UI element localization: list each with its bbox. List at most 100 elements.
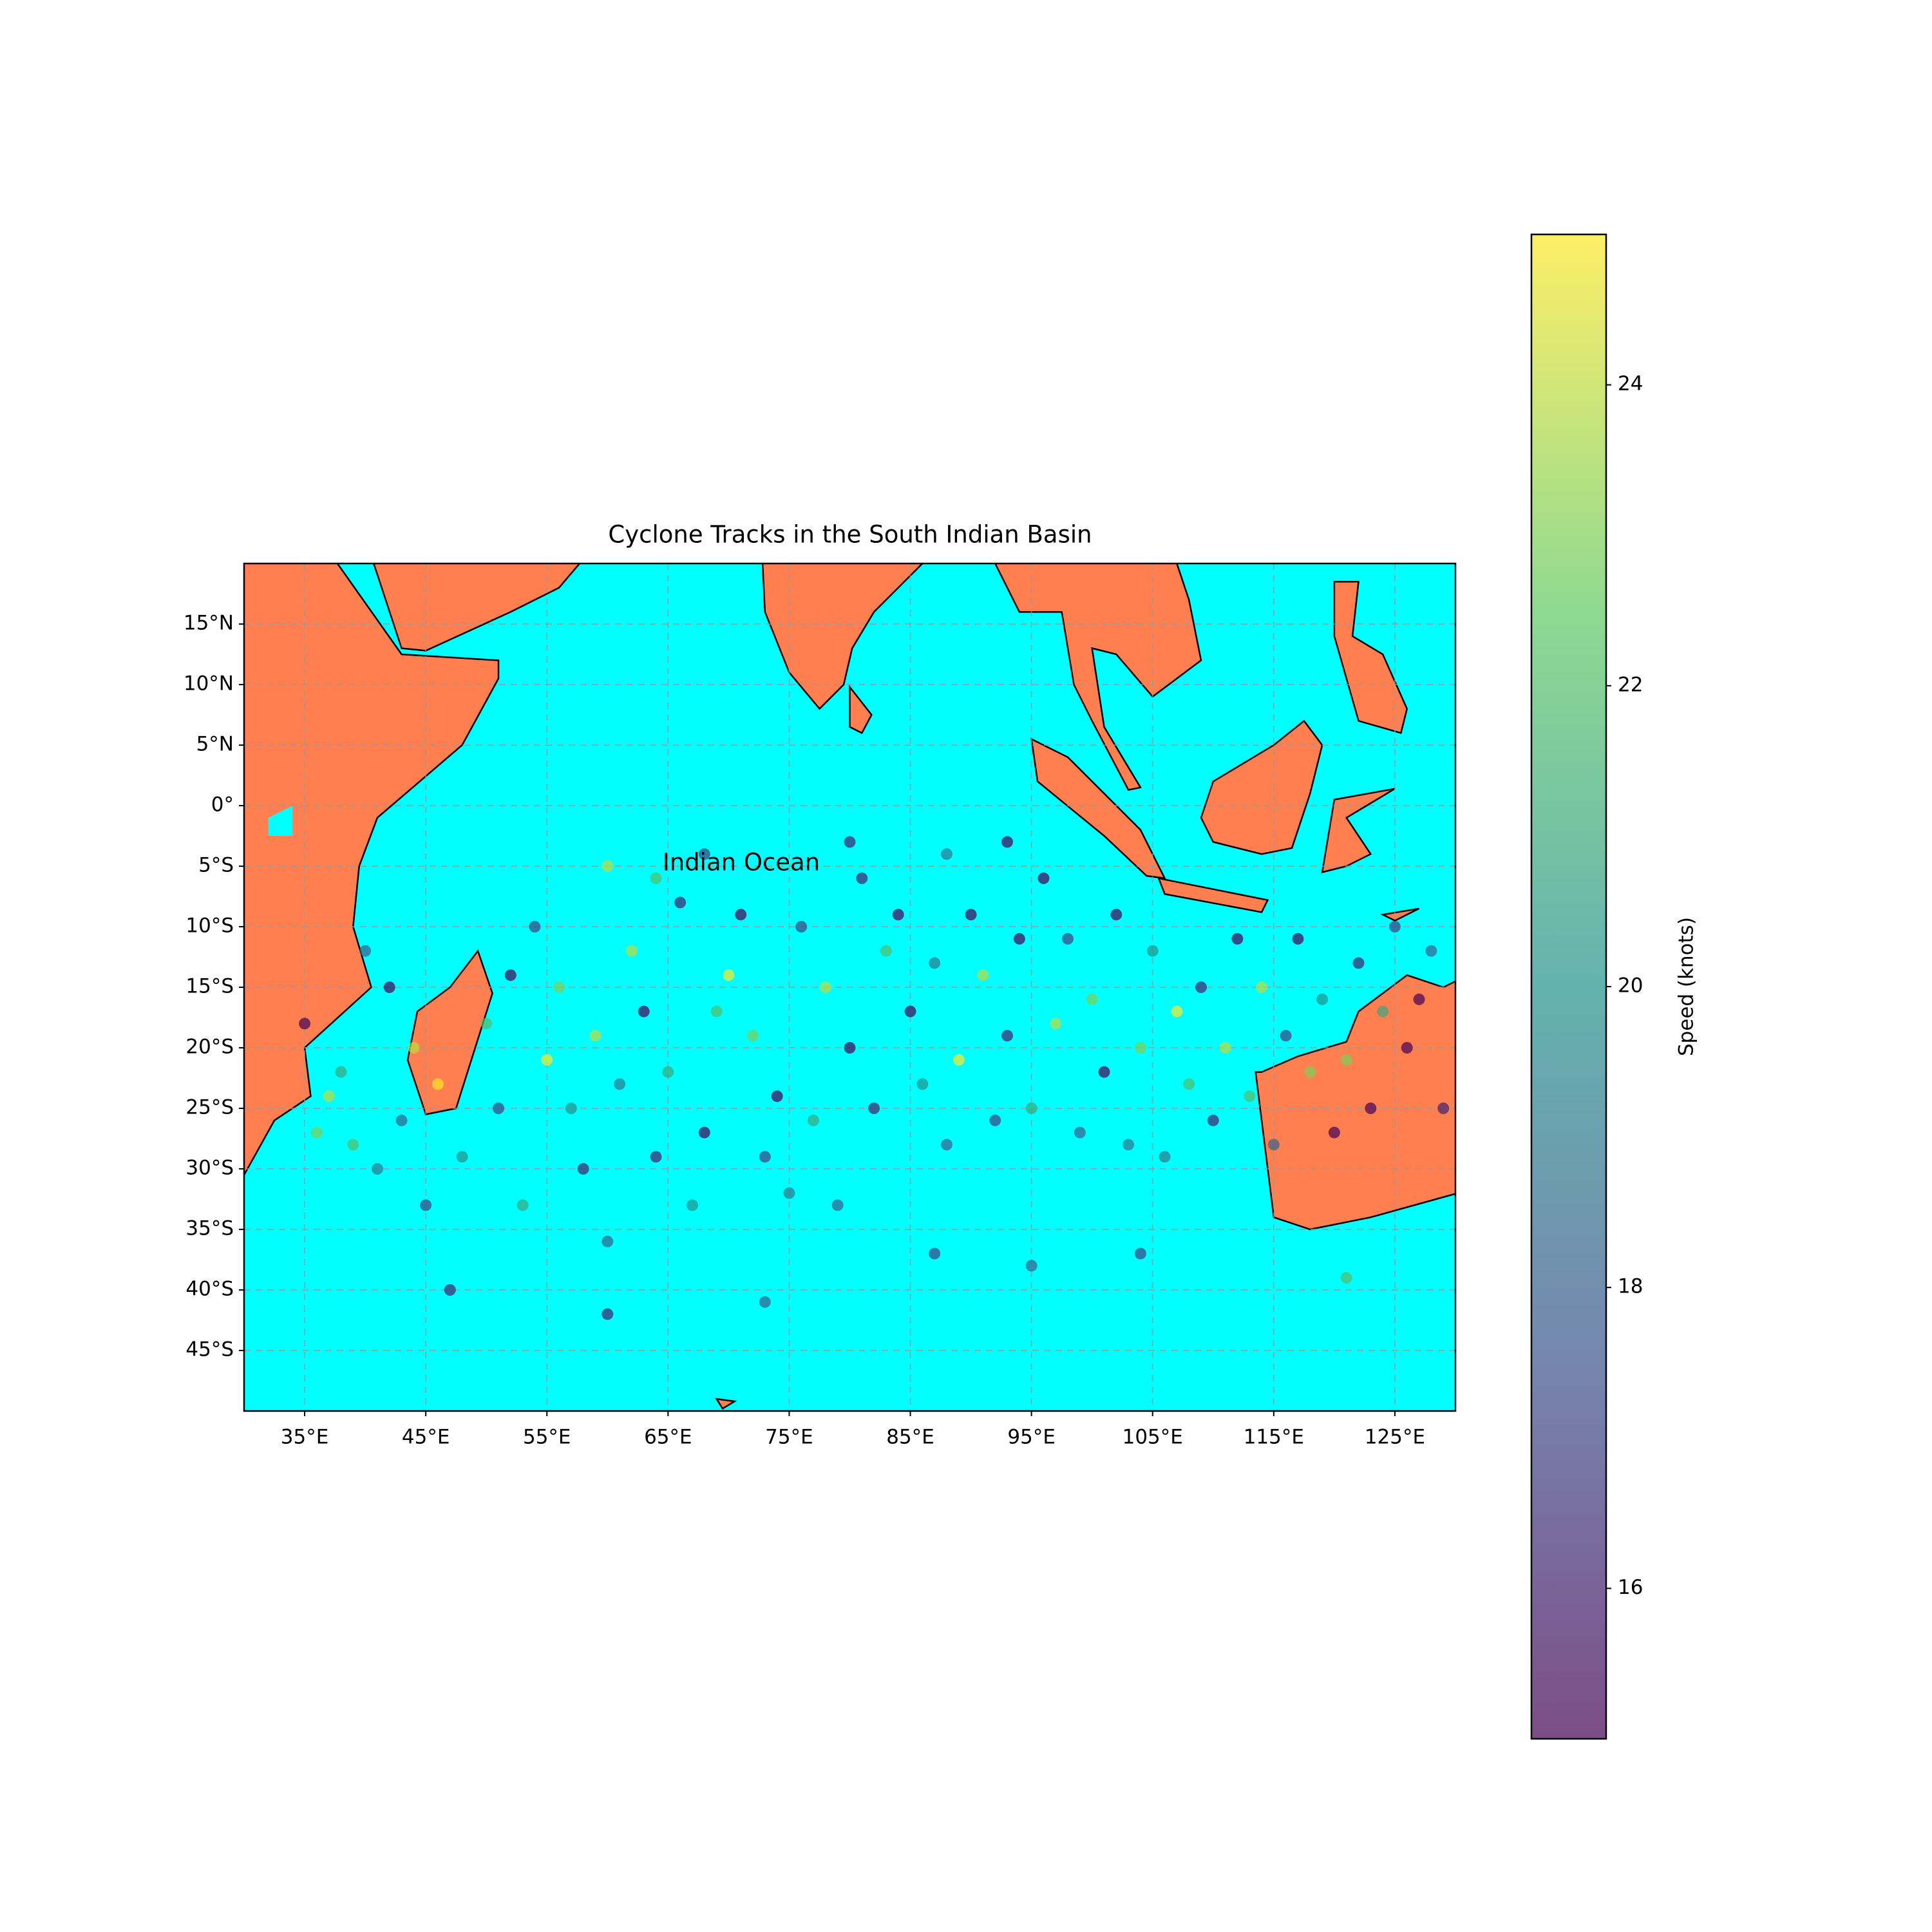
track-point (1110, 909, 1122, 921)
timor (1383, 909, 1419, 921)
track-point (650, 872, 662, 884)
track-point (1219, 1042, 1231, 1054)
track-point (916, 1078, 929, 1090)
x-tick-label: 105°E (1122, 1426, 1183, 1449)
track-point (1244, 1090, 1256, 1103)
track-point (868, 1103, 880, 1114)
track-point (1425, 945, 1437, 957)
track-point (844, 1042, 856, 1054)
track-point (952, 1054, 965, 1066)
y-tick-label: 15°S (185, 975, 234, 998)
track-point (431, 1078, 444, 1090)
y-tick-label: 30°S (185, 1157, 234, 1180)
y-tick-label: 20°S (185, 1036, 234, 1059)
track-point (1280, 1030, 1292, 1042)
track-point (1304, 1066, 1316, 1078)
track-point (1340, 1272, 1352, 1284)
madagascar (408, 951, 493, 1115)
y-tick-label: 45°S (185, 1338, 234, 1361)
track-point (929, 957, 941, 969)
track-point (553, 981, 565, 993)
track-point (456, 1151, 468, 1163)
y-tick-label: 15°N (184, 612, 234, 635)
track-point (808, 1114, 820, 1126)
track-point (1437, 1103, 1450, 1114)
track-point (299, 1018, 311, 1030)
track-point (1146, 945, 1159, 957)
track-point (444, 1284, 456, 1296)
track-point (783, 1187, 795, 1199)
borneo (1201, 721, 1322, 854)
track-point (929, 1247, 941, 1260)
colorbar-tick-label: 24 (1618, 372, 1643, 395)
sri-lanka (850, 687, 872, 733)
track-point (892, 909, 904, 921)
track-point (1025, 1103, 1037, 1114)
colorbar-frame (1530, 233, 1607, 1740)
track-point (965, 909, 977, 921)
y-tick-label: 25°S (185, 1096, 234, 1119)
y-tick-label: 0° (211, 793, 234, 817)
colorbar-tick-label: 18 (1618, 1275, 1643, 1298)
track-point (601, 860, 614, 872)
colorbar-tick-label: 22 (1618, 673, 1643, 696)
track-point (1001, 836, 1014, 848)
india (762, 564, 922, 708)
track-point (577, 1163, 589, 1175)
y-tick-label: 40°S (185, 1278, 234, 1301)
track-point (1183, 1078, 1195, 1090)
track-point (723, 969, 735, 981)
track-point (1207, 1114, 1219, 1126)
track-point (1074, 1126, 1086, 1139)
y-tick-label: 35°S (185, 1217, 234, 1240)
track-point (856, 872, 868, 884)
axes: 35°E 45°E 55°E 65°E 75°E 85°E 95°E 105°E 115°E 12… (184, 372, 1643, 1599)
track-point (735, 909, 747, 921)
track-point (1134, 1042, 1146, 1054)
track-point (1401, 1042, 1413, 1054)
australia (1256, 969, 1455, 1229)
track-point (480, 1018, 493, 1030)
track-point (335, 1066, 347, 1078)
java (1159, 878, 1267, 913)
track-point (1159, 1151, 1171, 1163)
track-point (1086, 993, 1098, 1005)
y-tick-label: 10°S (185, 914, 234, 938)
track-point (347, 1139, 359, 1151)
track-point (1062, 933, 1074, 945)
track-point (1267, 1139, 1280, 1151)
track-point (1413, 993, 1425, 1005)
philippines (1334, 582, 1407, 733)
track-point (844, 836, 856, 848)
track-point (1340, 1054, 1352, 1066)
track-point (819, 981, 831, 993)
x-tick-label: 55°E (523, 1426, 571, 1449)
track-point (880, 945, 892, 957)
x-tick-label: 45°E (402, 1426, 450, 1449)
track-point (1013, 933, 1025, 945)
track-point (1001, 1030, 1014, 1042)
track-point (638, 1005, 650, 1018)
track-point (516, 1199, 529, 1211)
y-tick-label: 5°N (196, 733, 234, 756)
arabia (374, 564, 580, 650)
track-point (601, 1235, 614, 1247)
x-tick-label: 125°E (1365, 1426, 1425, 1449)
track-point (1025, 1260, 1037, 1272)
track-point (1037, 872, 1050, 884)
x-tick-label: 35°E (281, 1426, 329, 1449)
track-point (940, 1139, 952, 1151)
track-point (977, 969, 989, 981)
track-point (1328, 1126, 1340, 1139)
track-point (371, 1163, 383, 1175)
track-point (662, 1066, 674, 1078)
track-point (420, 1199, 432, 1211)
track-point (1256, 981, 1268, 993)
track-point (408, 1042, 420, 1054)
track-point (1352, 957, 1365, 969)
x-tick-label: 65°E (644, 1426, 692, 1449)
track-point (940, 848, 952, 860)
annotation: Indian Ocean (663, 849, 820, 876)
track-point (383, 981, 395, 993)
track-point (674, 896, 687, 909)
